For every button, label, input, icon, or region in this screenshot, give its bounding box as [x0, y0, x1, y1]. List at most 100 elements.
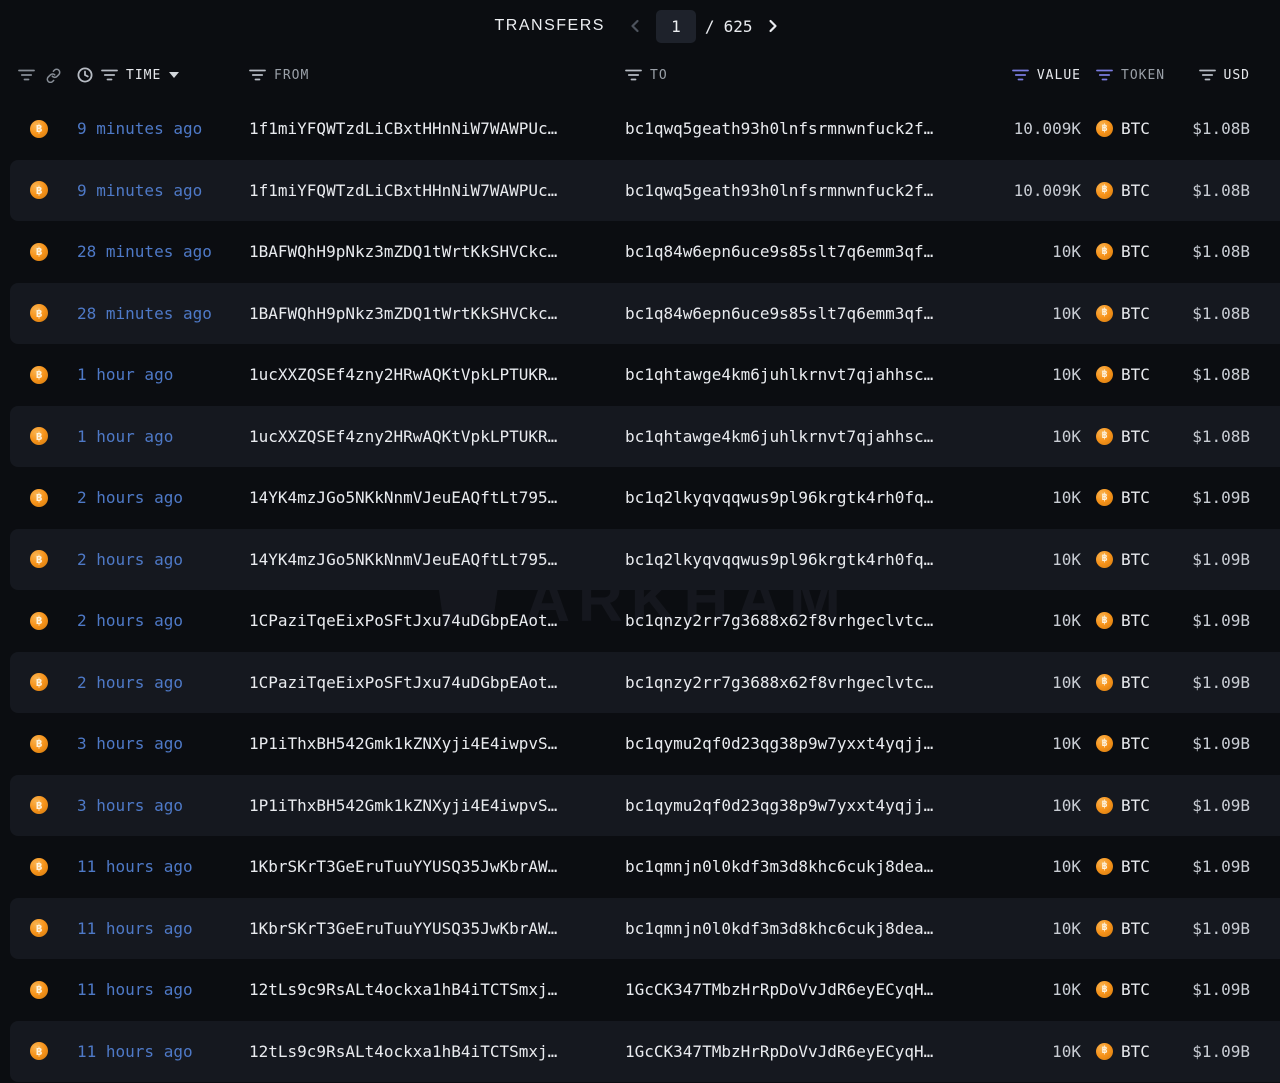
to-address[interactable]: bc1q2lkyqvqqwus9pl96krgtk4rh0fq… — [625, 549, 934, 569]
from-address[interactable]: 1P1iThxBH542Gmk1kZNXyji4E4iwpvS… — [249, 734, 558, 754]
from-address[interactable]: 12tLs9c9RsALt4ockxa1hB4iTCTSmxj… — [249, 980, 558, 1000]
from-address[interactable]: 14YK4mzJGo5NKkNnmVJeuEAQftLt795… — [249, 488, 558, 508]
col-usd-label[interactable]: USD — [1223, 67, 1250, 83]
to-address[interactable]: bc1qmnjn0l0kdf3m3d8khc6cukj8dea… — [625, 857, 934, 877]
from-address[interactable]: 12tLs9c9RsALt4ockxa1hB4iTCTSmxj… — [249, 1041, 558, 1061]
usd-filter-icon[interactable] — [1198, 68, 1216, 82]
token-cell[interactable]: ฿ BTC — [1081, 857, 1168, 876]
time-link[interactable]: 1 hour ago — [77, 426, 174, 446]
time-link[interactable]: 9 minutes ago — [77, 180, 203, 200]
token-cell[interactable]: ฿ BTC — [1081, 119, 1168, 138]
transfer-row[interactable]: ฿ 3 hours ago 1P1iThxBH542Gmk1kZNXyji4E4… — [0, 713, 1280, 775]
from-address[interactable]: 1ucXXZQSEf4zny2HRwAQKtVpkLPTUKR… — [249, 426, 558, 446]
token-cell[interactable]: ฿ BTC — [1081, 181, 1168, 200]
to-filter-icon[interactable] — [625, 68, 642, 82]
token-cell[interactable]: ฿ BTC — [1081, 611, 1168, 630]
to-address[interactable]: 1GcCK347TMbzHrRpDoVvJdR6eyECyqH… — [625, 1041, 934, 1061]
to-address[interactable]: bc1qwq5geath93h0lnfsrmnwnfuck2f… — [625, 119, 934, 139]
value-amount: 10K — [1052, 365, 1081, 385]
token-cell[interactable]: ฿ BTC — [1081, 980, 1168, 999]
token-cell[interactable]: ฿ BTC — [1081, 488, 1168, 507]
from-filter-icon[interactable] — [249, 68, 266, 82]
transfer-row[interactable]: ฿ 1 hour ago 1ucXXZQSEf4zny2HRwAQKtVpkLP… — [0, 405, 1280, 468]
to-address[interactable]: bc1qwq5geath93h0lnfsrmnwnfuck2f… — [625, 180, 934, 200]
time-link[interactable]: 28 minutes ago — [77, 303, 212, 323]
token-cell[interactable]: ฿ BTC — [1081, 427, 1168, 446]
time-link[interactable]: 2 hours ago — [77, 672, 183, 692]
token-cell[interactable]: ฿ BTC — [1081, 304, 1168, 323]
token-filter-icon[interactable] — [1096, 68, 1113, 82]
time-link[interactable]: 3 hours ago — [77, 795, 183, 815]
to-address[interactable]: bc1q2lkyqvqqwus9pl96krgtk4rh0fq… — [625, 488, 934, 508]
value-filter-icon[interactable] — [1011, 68, 1029, 82]
from-address[interactable]: 1BAFWQhH9pNkz3mZDQ1tWrtKkSHVCkc… — [249, 303, 558, 323]
time-link[interactable]: 3 hours ago — [77, 734, 183, 754]
to-address[interactable]: bc1qnzy2rr7g3688x62f8vrhgeclvtc… — [625, 672, 934, 692]
time-link[interactable]: 11 hours ago — [77, 918, 193, 938]
to-address[interactable]: bc1qmnjn0l0kdf3m3d8khc6cukj8dea… — [625, 918, 934, 938]
to-address[interactable]: 1GcCK347TMbzHrRpDoVvJdR6eyECyqH… — [625, 980, 934, 1000]
token-cell[interactable]: ฿ BTC — [1081, 919, 1168, 938]
to-address[interactable]: bc1q84w6epn6uce9s85slt7q6emm3qf… — [625, 303, 934, 323]
transfer-row[interactable]: ฿ 2 hours ago 1CPaziTqeEixPoSFtJxu74uDGb… — [0, 590, 1280, 652]
from-address[interactable]: 1KbrSKrT3GeEruTuuYYUSQ35JwKbrAW… — [249, 857, 558, 877]
transfer-row[interactable]: ฿ 2 hours ago 14YK4mzJGo5NKkNnmVJeuEAQft… — [0, 467, 1280, 529]
time-link[interactable]: 2 hours ago — [77, 549, 183, 569]
col-from-label[interactable]: FROM — [274, 67, 310, 83]
from-address[interactable]: 1KbrSKrT3GeEruTuuYYUSQ35JwKbrAW… — [249, 918, 558, 938]
time-link[interactable]: 28 minutes ago — [77, 242, 212, 262]
to-address[interactable]: bc1qhtawge4km6juhlkrnvt7qjahhsc… — [625, 426, 934, 446]
transfer-row[interactable]: ฿ 28 minutes ago 1BAFWQhH9pNkz3mZDQ1tWrt… — [0, 221, 1280, 283]
time-link[interactable]: 11 hours ago — [77, 857, 193, 877]
token-cell[interactable]: ฿ BTC — [1081, 1042, 1168, 1061]
transfer-row[interactable]: ฿ 9 minutes ago 1f1miYFQWTzdLiCBxtHHnNiW… — [0, 159, 1280, 222]
time-link[interactable]: 11 hours ago — [77, 980, 193, 1000]
time-link[interactable]: 2 hours ago — [77, 488, 183, 508]
from-address[interactable]: 1f1miYFQWTzdLiCBxtHHnNiW7WAWPUc… — [249, 119, 558, 139]
col-token-label[interactable]: TOKEN — [1121, 67, 1166, 83]
prev-page-button[interactable] — [623, 14, 647, 38]
tx-link-icon[interactable] — [46, 68, 61, 83]
time-link[interactable]: 2 hours ago — [77, 611, 183, 631]
time-link[interactable]: 11 hours ago — [77, 1041, 193, 1061]
to-address[interactable]: bc1qhtawge4km6juhlkrnvt7qjahhsc… — [625, 365, 934, 385]
transfer-row[interactable]: ฿ 11 hours ago 1KbrSKrT3GeEruTuuYYUSQ35J… — [0, 836, 1280, 898]
token-cell[interactable]: ฿ BTC — [1081, 242, 1168, 261]
usd-amount: $1.09B — [1192, 795, 1250, 815]
time-filter-icon[interactable] — [101, 68, 118, 82]
from-address[interactable]: 1P1iThxBH542Gmk1kZNXyji4E4iwpvS… — [249, 795, 558, 815]
transfer-row[interactable]: ฿ 11 hours ago 1KbrSKrT3GeEruTuuYYUSQ35J… — [0, 897, 1280, 960]
from-address[interactable]: 1ucXXZQSEf4zny2HRwAQKtVpkLPTUKR… — [249, 365, 558, 385]
col-to-label[interactable]: TO — [650, 67, 668, 83]
time-sort-caret-icon[interactable] — [169, 72, 180, 78]
transfer-row[interactable]: ฿ 9 minutes ago 1f1miYFQWTzdLiCBxtHHnNiW… — [0, 98, 1280, 160]
transfer-row[interactable]: ฿ 2 hours ago 1CPaziTqeEixPoSFtJxu74uDGb… — [0, 651, 1280, 714]
col-time-label[interactable]: TIME — [126, 67, 162, 83]
from-address[interactable]: 14YK4mzJGo5NKkNnmVJeuEAQftLt795… — [249, 549, 558, 569]
to-address[interactable]: bc1qnzy2rr7g3688x62f8vrhgeclvtc… — [625, 611, 934, 631]
col-value-label[interactable]: VALUE — [1036, 67, 1081, 83]
transfer-row[interactable]: ฿ 28 minutes ago 1BAFWQhH9pNkz3mZDQ1tWrt… — [0, 282, 1280, 345]
token-cell[interactable]: ฿ BTC — [1081, 673, 1168, 692]
from-address[interactable]: 1CPaziTqeEixPoSFtJxu74uDGbpEAot… — [249, 611, 558, 631]
token-cell[interactable]: ฿ BTC — [1081, 734, 1168, 753]
token-cell[interactable]: ฿ BTC — [1081, 796, 1168, 815]
to-address[interactable]: bc1qymu2qf0d23qg38p9w7yxxt4yqjj… — [625, 734, 934, 754]
to-address[interactable]: bc1qymu2qf0d23qg38p9w7yxxt4yqjj… — [625, 795, 934, 815]
transfer-row[interactable]: ฿ 11 hours ago 12tLs9c9RsALt4ockxa1hB4iT… — [0, 1020, 1280, 1083]
time-link[interactable]: 9 minutes ago — [77, 119, 203, 139]
transfer-row[interactable]: ฿ 1 hour ago 1ucXXZQSEf4zny2HRwAQKtVpkLP… — [0, 344, 1280, 406]
usd-amount: $1.08B — [1192, 303, 1250, 323]
transfer-row[interactable]: ฿ 2 hours ago 14YK4mzJGo5NKkNnmVJeuEAQft… — [0, 528, 1280, 591]
chain-filter-icon[interactable] — [18, 68, 35, 82]
time-link[interactable]: 1 hour ago — [77, 365, 174, 385]
token-cell[interactable]: ฿ BTC — [1081, 550, 1168, 569]
from-address[interactable]: 1f1miYFQWTzdLiCBxtHHnNiW7WAWPUc… — [249, 180, 558, 200]
next-page-button[interactable] — [761, 14, 785, 38]
transfer-row[interactable]: ฿ 11 hours ago 12tLs9c9RsALt4ockxa1hB4iT… — [0, 959, 1280, 1021]
from-address[interactable]: 1CPaziTqeEixPoSFtJxu74uDGbpEAot… — [249, 672, 558, 692]
to-address[interactable]: bc1q84w6epn6uce9s85slt7q6emm3qf… — [625, 242, 934, 262]
transfer-row[interactable]: ฿ 3 hours ago 1P1iThxBH542Gmk1kZNXyji4E4… — [0, 774, 1280, 837]
token-cell[interactable]: ฿ BTC — [1081, 365, 1168, 384]
from-address[interactable]: 1BAFWQhH9pNkz3mZDQ1tWrtKkSHVCkc… — [249, 242, 558, 262]
